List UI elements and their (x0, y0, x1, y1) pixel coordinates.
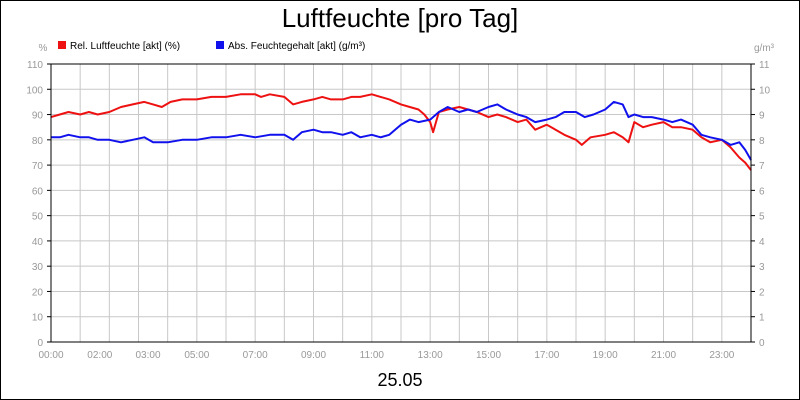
right-tick-label: 8 (759, 136, 765, 147)
legend-label-rel-humidity: Rel. Luftfeuchte [akt] (%) (70, 41, 180, 52)
left-tick-label: 70 (32, 161, 44, 172)
x-tick-label: 07:00 (243, 350, 268, 361)
left-tick-label: 50 (32, 212, 44, 223)
right-tick-label: 9 (759, 111, 765, 122)
left-tick-label: 10 (32, 313, 44, 324)
left-axis-ticks: 0 10 20 30 40 50 60 70 80 90 100 110 (26, 60, 51, 349)
right-axis-ticks: 0 1 2 3 4 5 6 7 8 9 10 11 (751, 60, 771, 349)
chart-title: Luftfeuchte [pro Tag] (282, 3, 519, 33)
x-axis-ticks: 00:00 02:00 03:00 05:00 07:00 09:00 11:00 13:00… (38, 350, 734, 361)
x-tick-label: 11:00 (360, 350, 385, 361)
x-tick-label: 13:00 (418, 350, 443, 361)
left-tick-label: 30 (32, 262, 44, 273)
legend: Rel. Luftfeuchte [akt] (%) Abs. Feuchteg… (58, 41, 365, 52)
left-tick-label: 40 (32, 237, 44, 248)
right-axis-unit: g/m³ (754, 43, 775, 54)
date-label: 25.05 (377, 370, 422, 390)
x-tick-label: 17:00 (534, 350, 559, 361)
right-tick-label: 11 (759, 60, 770, 71)
series-layer (50, 93, 752, 171)
right-tick-label: 3 (759, 262, 765, 273)
x-tick-label: 19:00 (593, 350, 618, 361)
right-tick-label: 7 (759, 161, 765, 172)
left-axis-unit: % (39, 43, 48, 54)
x-tick-label: 00:00 (38, 350, 63, 361)
legend-swatch-rel-humidity (58, 41, 66, 49)
left-tick-label: 100 (26, 85, 43, 96)
left-tick-label: 90 (32, 111, 44, 122)
plot-border (50, 63, 752, 343)
series-line-rel-humidity (50, 93, 752, 171)
x-tick-label: 23:00 (709, 350, 734, 361)
left-tick-label: 60 (32, 186, 44, 197)
left-tick-label: 0 (37, 338, 43, 349)
right-tick-label: 1 (759, 313, 765, 324)
left-tick-label: 110 (27, 60, 43, 71)
legend-swatch-abs-humidity (216, 41, 224, 49)
series-line-abs-humidity (51, 100, 752, 161)
right-tick-label: 10 (759, 85, 771, 96)
right-tick-label: 0 (759, 338, 765, 349)
right-tick-label: 4 (759, 237, 765, 248)
left-tick-label: 20 (32, 287, 44, 298)
right-tick-label: 2 (759, 287, 765, 298)
x-tick-label: 03:00 (136, 350, 161, 361)
x-tick-label: 02:00 (87, 350, 112, 361)
left-tick-label: 80 (32, 136, 44, 147)
right-tick-label: 6 (759, 186, 765, 197)
x-tick-label: 09:00 (301, 350, 326, 361)
x-tick-label: 21:00 (651, 350, 676, 361)
x-tick-label: 15:00 (476, 350, 501, 361)
right-tick-label: 5 (759, 212, 765, 223)
x-tick-label: 05:00 (184, 350, 209, 361)
legend-label-abs-humidity: Abs. Feuchtegehalt [akt] (g/m³) (228, 41, 365, 52)
